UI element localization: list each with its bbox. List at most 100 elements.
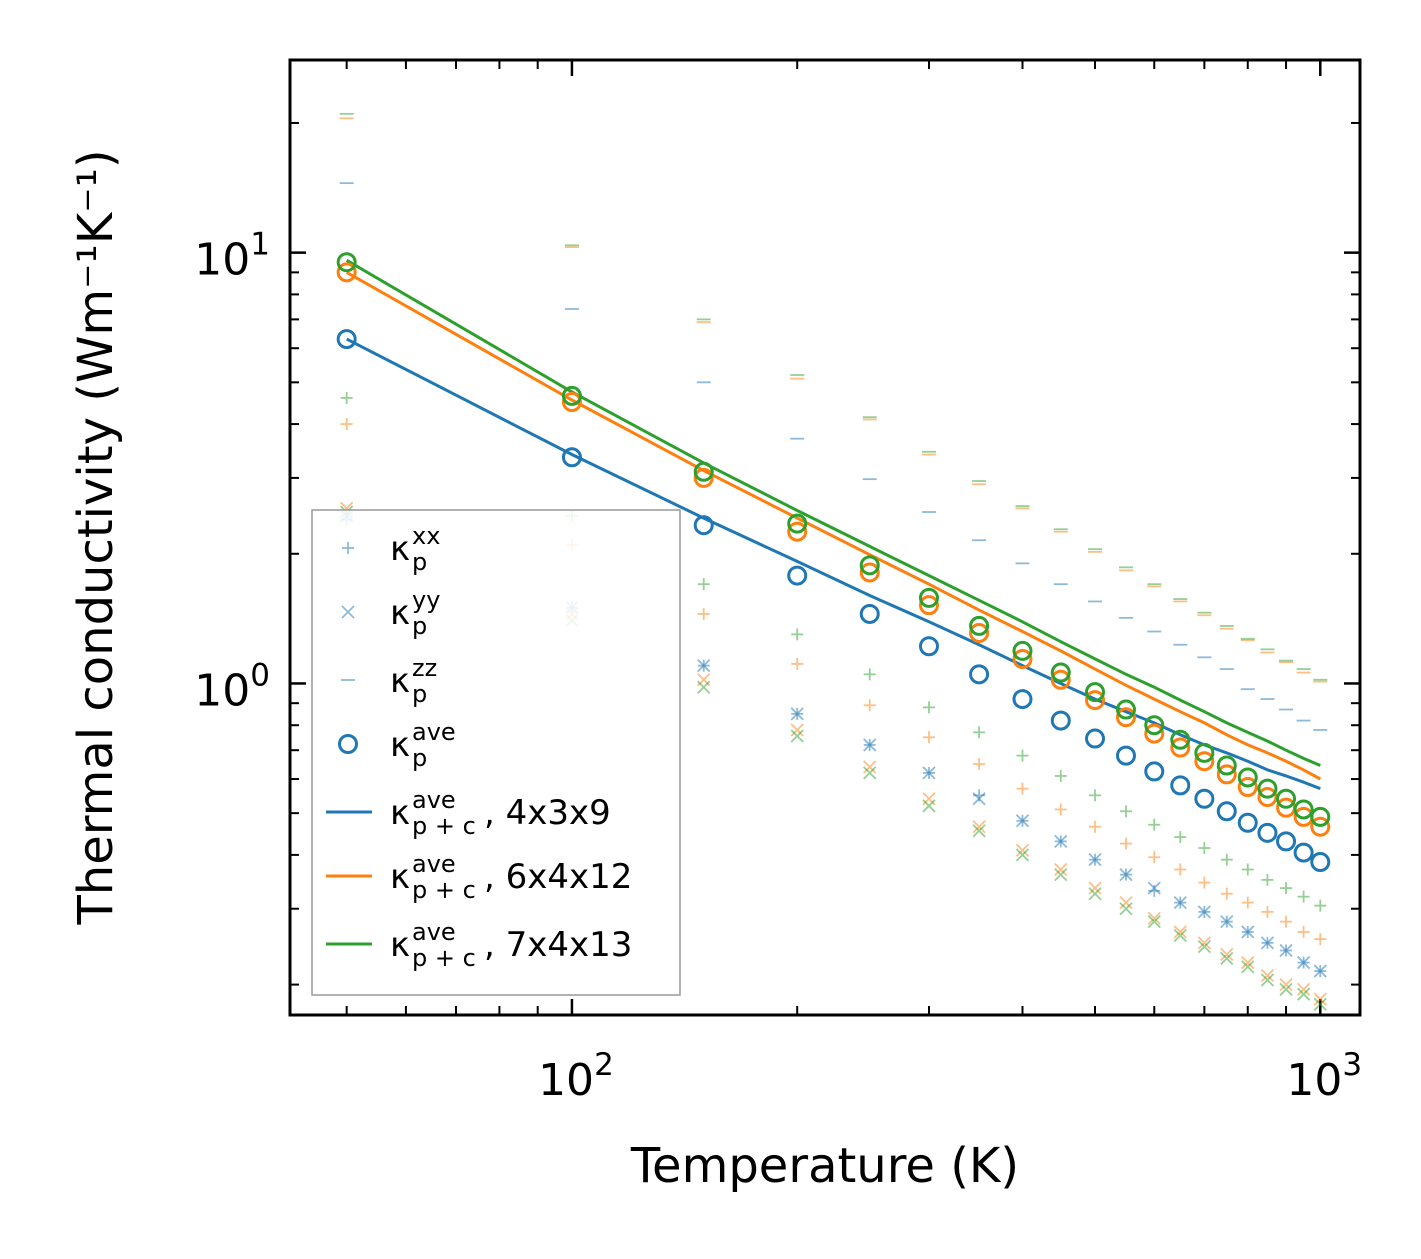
point-kxx-7x4x13 (1280, 882, 1293, 895)
point-kyy-6x4x12 (922, 792, 936, 806)
point-kyy-4x3x9-b (1088, 853, 1102, 867)
point-kave-6x4x12 (1170, 737, 1191, 758)
tick-labels: 102 103 100 101 (194, 227, 1362, 1106)
point-kyy-7x4x13 (972, 824, 986, 838)
point-kyy-6x4x12-b (1088, 881, 1102, 895)
point-kyy-4x3x9 (1296, 955, 1311, 970)
legend-label-symbol: κ (390, 857, 410, 897)
legend-label-sub: p (412, 612, 427, 640)
point-kxx-6x4x12 (1119, 837, 1132, 850)
point-kave-4x3x9 (1012, 689, 1033, 710)
point-kyy-4x3x9-b (1147, 881, 1161, 895)
legend-label-symbol: κ (390, 529, 410, 569)
point-kave-6x4x12 (1237, 777, 1258, 798)
point-kyy-4x3x9 (1279, 943, 1293, 958)
point-kyy-4x3x9-b (1015, 814, 1030, 828)
point-kave-6x4x12 (1194, 751, 1215, 772)
point-kyy-6x4x12-b (1241, 955, 1255, 970)
point-kyy-6x4x12 (1279, 977, 1293, 992)
point-kave-6x4x12 (1310, 816, 1331, 837)
legend-entry: κ zzp (341, 654, 437, 708)
point-kyy-4x3x9-b (972, 792, 986, 806)
point-kxx-4x3x9 (1148, 884, 1161, 897)
point-kxx-6x4x12 (1220, 887, 1233, 900)
point-kyy-7x4x13-b (1119, 902, 1133, 916)
point-kyy-7x4x13 (922, 799, 936, 813)
legend-box (311, 509, 681, 996)
point-kyy-6x4x12 (1054, 862, 1068, 877)
point-kyy-6x4x12-b (863, 760, 877, 774)
point-kyy-4x3x9 (863, 738, 877, 752)
point-kyy-6x4x12-b (1260, 968, 1275, 983)
legend-label-sub: p (412, 744, 427, 772)
point-kyy-7x4x13-b (697, 680, 711, 694)
point-kyy-7x4x13-b (863, 766, 877, 780)
point-kave-4x3x9 (1257, 822, 1278, 843)
point-kave-4x3x9 (918, 636, 939, 657)
point-kyy-4x3x9-b (1296, 955, 1311, 970)
legend-label-sup: ave (412, 786, 456, 814)
point-kxx-7x4x13 (1054, 769, 1067, 782)
point-kyy-7x4x13-b (1260, 973, 1275, 987)
plot-series (336, 112, 1331, 1011)
point-kyy-6x4x12-b (972, 820, 986, 834)
line-kpc-7x4x13 (345, 259, 1321, 767)
point-kyy-4x3x9 (1241, 925, 1255, 939)
point-kyy-7x4x13-b (972, 824, 986, 838)
point-kyy-7x4x13-b (1147, 915, 1161, 929)
point-kave-4x3x9 (859, 603, 880, 624)
point-kyy-7x4x13-b (790, 729, 804, 743)
point-kxx-6x4x12 (791, 657, 804, 670)
x-tick-label: 102 (538, 1047, 614, 1106)
point-kxx-6x4x12 (1280, 915, 1293, 928)
point-kyy-7x4x13-b (1279, 982, 1293, 996)
point-kyy-7x4x13 (697, 680, 711, 694)
series-group-6x4x12 (339, 117, 1328, 1006)
legend-label-symbol: κ (390, 593, 410, 633)
point-kyy-6x4x12-b (1054, 862, 1068, 877)
legend-label-suffix: , 7x4x13 (484, 925, 632, 965)
point-kyy-7x4x13 (1197, 939, 1211, 954)
point-kxx-7x4x13 (1198, 842, 1211, 855)
point-kyy-7x4x13 (1147, 915, 1161, 929)
point-kyy-6x4x12-b (1015, 843, 1030, 857)
point-kave-7x4x13 (561, 385, 582, 406)
point-kxx-6x4x12 (1241, 896, 1254, 909)
point-kyy-6x4x12-b (1220, 947, 1234, 962)
point-kyy-4x3x9-b (1260, 936, 1275, 950)
point-kave-6x4x12 (969, 622, 990, 643)
point-kave-4x3x9 (1085, 728, 1106, 749)
point-kyy-7x4x13-b (1197, 939, 1211, 954)
point-kyy-6x4x12 (1197, 936, 1211, 950)
point-kave-6x4x12 (693, 467, 714, 488)
legend-label-sup: ave (412, 718, 456, 746)
point-kyy-7x4x13 (1173, 928, 1187, 943)
point-kave-4x3x9 (1310, 852, 1331, 873)
point-kyy-4x3x9 (1015, 814, 1030, 828)
point-kyy-6x4x12 (1241, 955, 1255, 970)
legend-plus-marker (342, 542, 354, 554)
point-kyy-6x4x12 (863, 760, 877, 774)
point-kyy-4x3x9 (1173, 895, 1187, 910)
ave-group-4x3x9 (336, 329, 1331, 873)
point-kxx-6x4x12 (973, 758, 986, 771)
point-kave-4x3x9 (969, 664, 990, 685)
point-kxx-7x4x13 (1089, 789, 1102, 802)
point-kxx-7x4x13 (697, 578, 710, 591)
point-kyy-7x4x13 (1241, 960, 1255, 974)
line-kpc-4x3x9 (346, 337, 1321, 791)
point-kxx-7x4x13 (1297, 890, 1310, 903)
point-kave-4x3x9 (1115, 745, 1136, 766)
line-group-7x4x13 (345, 259, 1321, 767)
point-kave-7x4x13 (1257, 778, 1278, 799)
point-kave-7x4x13 (918, 587, 939, 608)
point-kyy-6x4x12-b (1279, 977, 1293, 992)
point-kave-7x4x13 (1310, 806, 1331, 827)
legend-label-symbol: κ (390, 661, 410, 701)
point-kyy-7x4x13 (1119, 902, 1133, 916)
point-kave-7x4x13 (1293, 799, 1314, 820)
point-kave-7x4x13 (1194, 742, 1215, 763)
legend-x-marker (341, 605, 355, 619)
